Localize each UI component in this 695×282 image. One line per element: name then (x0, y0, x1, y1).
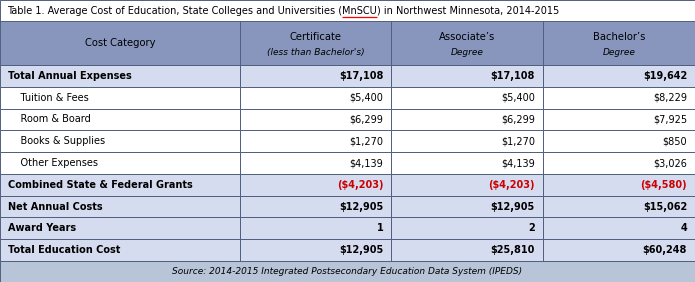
Bar (0, 152, 240, 174)
Text: Room & Board: Room & Board (8, 114, 91, 124)
Bar (543, 21, 695, 65)
Text: $3,026: $3,026 (653, 158, 687, 168)
Text: Table 1. Average Cost of Education, State Colleges and Universities (: Table 1. Average Cost of Education, Stat… (7, 6, 342, 16)
Bar (391, 217, 543, 239)
Bar (0, 261, 695, 282)
Text: ($4,203): ($4,203) (489, 180, 534, 190)
Bar (240, 21, 391, 65)
Text: $12,905: $12,905 (491, 202, 534, 212)
Text: Associate’s: Associate’s (439, 32, 495, 42)
Text: 4: 4 (680, 223, 687, 233)
Text: Total Education Cost: Total Education Cost (8, 245, 120, 255)
Text: $17,108: $17,108 (491, 71, 534, 81)
Text: Degree: Degree (450, 48, 484, 57)
Bar (0, 109, 240, 130)
Text: Books & Supplies: Books & Supplies (8, 136, 105, 146)
Text: $7,925: $7,925 (653, 114, 687, 124)
Text: Net Annual Costs: Net Annual Costs (8, 202, 103, 212)
Text: $4,139: $4,139 (501, 158, 534, 168)
Bar (391, 152, 543, 174)
Bar (0, 196, 240, 217)
Text: 2: 2 (528, 223, 534, 233)
Bar (0, 0, 695, 21)
Text: Degree: Degree (603, 48, 635, 57)
Text: Tuition & Fees: Tuition & Fees (8, 93, 89, 103)
Bar (0, 87, 240, 109)
Bar (543, 152, 695, 174)
Bar (391, 196, 543, 217)
Text: $5,400: $5,400 (350, 93, 383, 103)
Text: Combined State & Federal Grants: Combined State & Federal Grants (8, 180, 193, 190)
Bar (240, 130, 391, 152)
Text: $850: $850 (662, 136, 687, 146)
Bar (240, 109, 391, 130)
Bar (543, 239, 695, 261)
Text: $60,248: $60,248 (643, 245, 687, 255)
Bar (0, 174, 240, 196)
Bar (0, 239, 240, 261)
Text: $17,108: $17,108 (339, 71, 383, 81)
Bar (240, 87, 391, 109)
Text: Cost Category: Cost Category (85, 38, 155, 48)
Bar (240, 65, 391, 87)
Text: $8,229: $8,229 (653, 93, 687, 103)
Bar (0, 21, 240, 65)
Text: $25,810: $25,810 (491, 245, 534, 255)
Text: $1,270: $1,270 (501, 136, 534, 146)
Bar (391, 174, 543, 196)
Text: $6,299: $6,299 (350, 114, 383, 124)
Bar (240, 174, 391, 196)
Text: Bachelor’s: Bachelor’s (593, 32, 645, 42)
Bar (391, 21, 543, 65)
Text: $5,400: $5,400 (501, 93, 534, 103)
Bar (0, 217, 240, 239)
Bar (391, 109, 543, 130)
Bar (543, 109, 695, 130)
Bar (240, 217, 391, 239)
Text: $15,062: $15,062 (643, 202, 687, 212)
Text: 1: 1 (377, 223, 383, 233)
Text: Source: 2014-2015 Integrated Postsecondary Education Data System (IPEDS): Source: 2014-2015 Integrated Postseconda… (172, 267, 523, 276)
Text: Other Expenses: Other Expenses (8, 158, 98, 168)
Text: ) in Northwest Minnesota, 2014-2015: ) in Northwest Minnesota, 2014-2015 (377, 6, 559, 16)
Text: ($4,580): ($4,580) (640, 180, 687, 190)
Bar (543, 130, 695, 152)
Text: $12,905: $12,905 (339, 245, 383, 255)
Bar (543, 174, 695, 196)
Text: Certificate: Certificate (290, 32, 341, 42)
Bar (391, 87, 543, 109)
Text: $6,299: $6,299 (501, 114, 534, 124)
Text: $1,270: $1,270 (350, 136, 383, 146)
Text: $4,139: $4,139 (350, 158, 383, 168)
Text: Award Years: Award Years (8, 223, 76, 233)
Text: ($4,203): ($4,203) (337, 180, 383, 190)
Bar (391, 130, 543, 152)
Bar (543, 65, 695, 87)
Bar (543, 217, 695, 239)
Text: (less than Bachelor's): (less than Bachelor's) (267, 48, 364, 57)
Text: Total Annual Expenses: Total Annual Expenses (8, 71, 132, 81)
Bar (391, 65, 543, 87)
Bar (240, 239, 391, 261)
Text: MnSCU: MnSCU (342, 6, 377, 16)
Text: $12,905: $12,905 (339, 202, 383, 212)
Bar (543, 87, 695, 109)
Bar (240, 196, 391, 217)
Bar (0, 130, 240, 152)
Bar (543, 196, 695, 217)
Text: $19,642: $19,642 (643, 71, 687, 81)
Bar (240, 152, 391, 174)
Bar (0, 65, 240, 87)
Bar (391, 239, 543, 261)
